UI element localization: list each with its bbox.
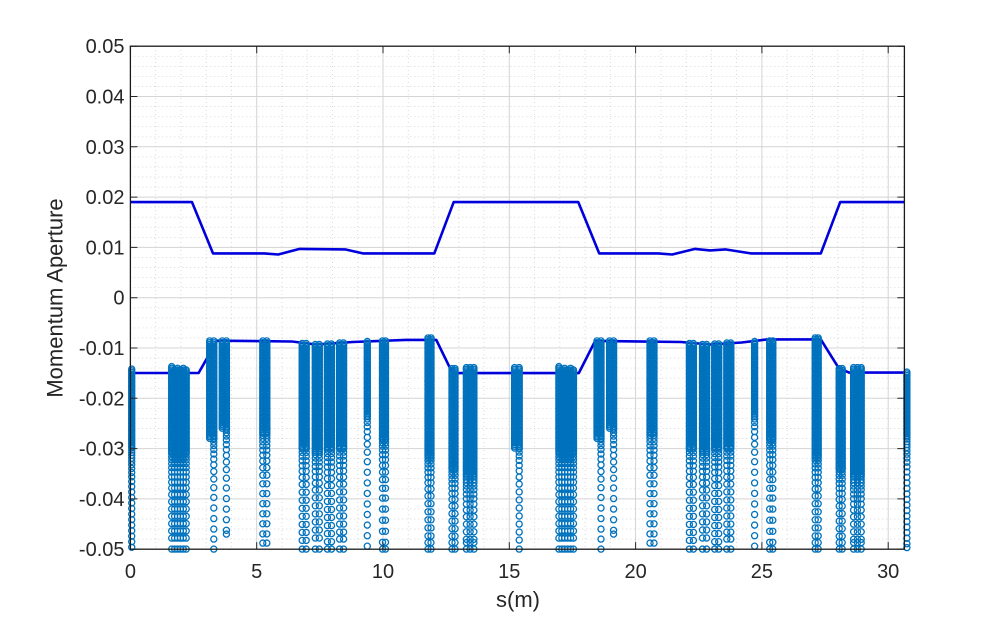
svg-text:-0.03: -0.03 <box>79 439 125 461</box>
svg-text:0.04: 0.04 <box>86 87 125 109</box>
svg-text:20: 20 <box>624 561 646 583</box>
svg-text:0.02: 0.02 <box>86 187 125 209</box>
svg-text:25: 25 <box>751 561 773 583</box>
svg-text:-0.05: -0.05 <box>79 539 125 561</box>
svg-text:-0.01: -0.01 <box>79 338 125 360</box>
svg-text:0: 0 <box>113 288 124 310</box>
svg-text:0.01: 0.01 <box>86 237 125 259</box>
svg-text:-0.02: -0.02 <box>79 388 125 410</box>
svg-text:10: 10 <box>372 561 394 583</box>
svg-text:0: 0 <box>125 561 136 583</box>
svg-text:15: 15 <box>498 561 520 583</box>
svg-text:30: 30 <box>877 561 899 583</box>
svg-text:5: 5 <box>251 561 262 583</box>
svg-text:Momentum Aperture: Momentum Aperture <box>43 198 68 397</box>
svg-text:0.03: 0.03 <box>86 137 125 159</box>
svg-text:0.05: 0.05 <box>86 36 125 58</box>
svg-text:s(m): s(m) <box>496 587 540 612</box>
svg-text:-0.04: -0.04 <box>79 489 125 511</box>
